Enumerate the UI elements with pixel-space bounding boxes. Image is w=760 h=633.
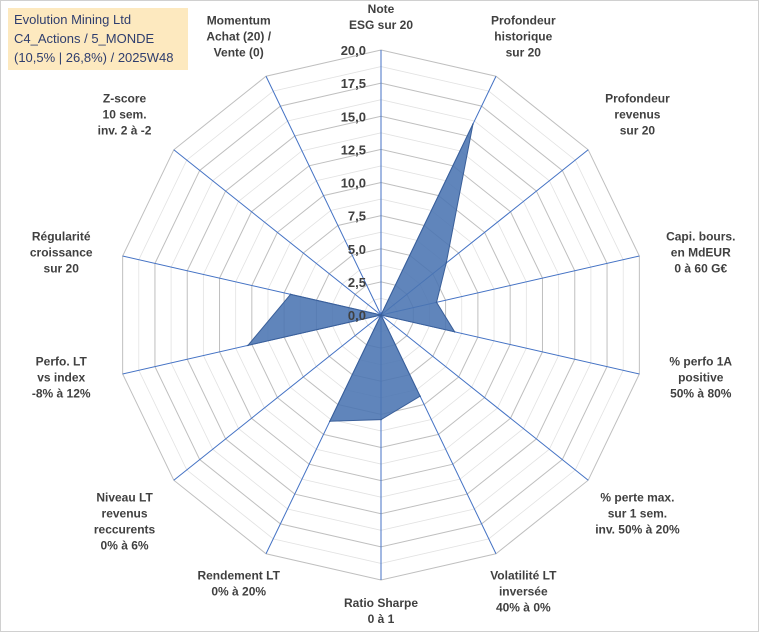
axis-label: Note ESG sur 20 bbox=[349, 2, 413, 32]
data-point bbox=[247, 344, 249, 347]
data-point bbox=[472, 123, 474, 125]
info-line-category: C4_Actions / 5_MONDE bbox=[14, 31, 155, 46]
axis-label: Capi. bours. en MdEUR 0 à 60 G€ bbox=[666, 230, 735, 276]
tick-label: 7,5 bbox=[348, 209, 366, 224]
data-point bbox=[380, 314, 382, 316]
tick-label: 2,5 bbox=[348, 275, 366, 290]
tick-label: 10,0 bbox=[341, 176, 366, 191]
data-point bbox=[289, 293, 292, 296]
info-line-stats: (10,5% | 26,8%) / 2025W48 bbox=[14, 50, 174, 65]
tick-label: 17,5 bbox=[341, 76, 366, 91]
axis-label: Perfo. LT vs index -8% à 12% bbox=[32, 354, 91, 400]
axis-label: Rendement LT 0% à 20% bbox=[197, 568, 280, 598]
data-point bbox=[380, 418, 382, 421]
axis-label: Ratio Sharpe 0 à 1 bbox=[344, 596, 418, 626]
data-point bbox=[329, 420, 331, 423]
axis-spoke bbox=[265, 76, 382, 316]
tick-label: 12,5 bbox=[341, 142, 366, 157]
axis-label: Volatilité LT inversée 40% à 0% bbox=[490, 568, 557, 614]
axis-labels: Note ESG sur 20 Profondeur historique sur 20… bbox=[30, 2, 736, 626]
data-point bbox=[419, 395, 421, 397]
axis-label: Profondeur revenus sur 20 bbox=[605, 91, 670, 137]
series-layer bbox=[246, 123, 474, 423]
info-line-company: Evolution Mining Ltd bbox=[14, 12, 132, 27]
axis-spoke bbox=[173, 314, 382, 481]
info-box: Evolution Mining Ltd C4_Actions / 5_MOND… bbox=[8, 8, 188, 70]
axis-label: Z-score 10 sem. inv. 2 à -2 bbox=[98, 91, 152, 137]
axis-label: Niveau LT revenus reccurents 0% à 6% bbox=[94, 491, 156, 553]
axis-spoke bbox=[380, 314, 589, 481]
axis-spoke bbox=[173, 149, 382, 316]
tick-label: 5,0 bbox=[348, 242, 366, 257]
tick-label: 0,0 bbox=[348, 308, 366, 323]
axis-label: % perte max. sur 1 sem. inv. 50% à 20% bbox=[595, 491, 680, 537]
axis-label: % perfo 1A positive 50% à 80% bbox=[669, 354, 732, 400]
data-point bbox=[453, 331, 456, 333]
data-point bbox=[445, 262, 448, 264]
tick-label: 15,0 bbox=[341, 109, 366, 124]
tick-label: 20,0 bbox=[341, 43, 366, 58]
tick-labels: 0,0 2,5 5,0 7,5 10,0 12,5 15,0 17,5 20,0 bbox=[341, 43, 366, 323]
data-point bbox=[435, 301, 438, 304]
axis-label: Profondeur historique sur 20 bbox=[491, 14, 556, 60]
axis-label: Régularité croissance sur 20 bbox=[30, 230, 93, 276]
axis-label: Momentum Achat (20) / Vente (0) bbox=[206, 14, 271, 60]
